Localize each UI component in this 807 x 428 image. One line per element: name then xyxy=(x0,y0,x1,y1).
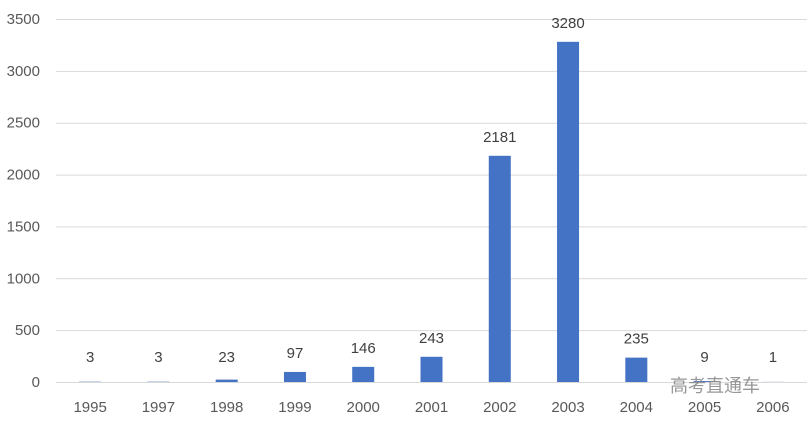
y-tick-label: 0 xyxy=(32,374,40,391)
x-tick-label-1995: 1995 xyxy=(73,399,106,416)
bar-2004 xyxy=(625,358,647,382)
bar-2003 xyxy=(557,42,579,382)
x-tick-label-2006: 2006 xyxy=(756,399,789,416)
x-axis-tick-labels: 1995 1997 1998 1999 2000 2001 2002 2003 2004 2005… xyxy=(73,399,789,416)
data-label-2002: 2181 xyxy=(483,129,516,146)
y-tick-label: 2000 xyxy=(7,167,40,184)
bar-1999 xyxy=(284,372,306,382)
y-tick-label: 3500 xyxy=(7,11,40,28)
bar-2000 xyxy=(352,367,374,382)
x-tick-label-2000: 2000 xyxy=(347,399,380,416)
x-tick-label-2002: 2002 xyxy=(483,399,516,416)
data-label-1998: 23 xyxy=(218,349,235,366)
y-axis-tick-labels: 0 500 1000 1500 2000 2500 3000 3500 xyxy=(7,11,40,391)
y-tick-label: 3000 xyxy=(7,63,40,80)
bar-2001 xyxy=(421,357,443,382)
bar-1998 xyxy=(216,380,238,382)
data-label-2000: 146 xyxy=(351,340,376,357)
x-tick-label-2001: 2001 xyxy=(415,399,448,416)
data-label-2003: 3280 xyxy=(551,15,584,32)
x-tick-label-1997: 1997 xyxy=(142,399,175,416)
watermark-text: 高考直通车 xyxy=(670,372,760,398)
x-tick-label-2003: 2003 xyxy=(551,399,584,416)
y-tick-label: 500 xyxy=(15,322,40,339)
data-labels: 3 3 23 97 146 243 2181 3280 235 9 1 xyxy=(86,15,777,366)
gridlines xyxy=(56,20,807,383)
y-tick-label: 2500 xyxy=(7,115,40,132)
data-label-2001: 243 xyxy=(419,330,444,347)
data-label-1995: 3 xyxy=(86,349,94,366)
data-label-2004: 235 xyxy=(624,331,649,348)
x-tick-label-1999: 1999 xyxy=(278,399,311,416)
data-label-1997: 3 xyxy=(154,349,162,366)
data-label-1999: 97 xyxy=(287,345,304,362)
data-label-2006: 1 xyxy=(769,349,777,366)
bar-2002 xyxy=(489,156,511,382)
y-tick-label: 1000 xyxy=(7,270,40,287)
y-tick-label: 1500 xyxy=(7,218,40,235)
x-tick-label-1998: 1998 xyxy=(210,399,243,416)
x-tick-label-2004: 2004 xyxy=(620,399,653,416)
data-label-2005: 9 xyxy=(700,349,708,366)
x-tick-label-2005: 2005 xyxy=(688,399,721,416)
